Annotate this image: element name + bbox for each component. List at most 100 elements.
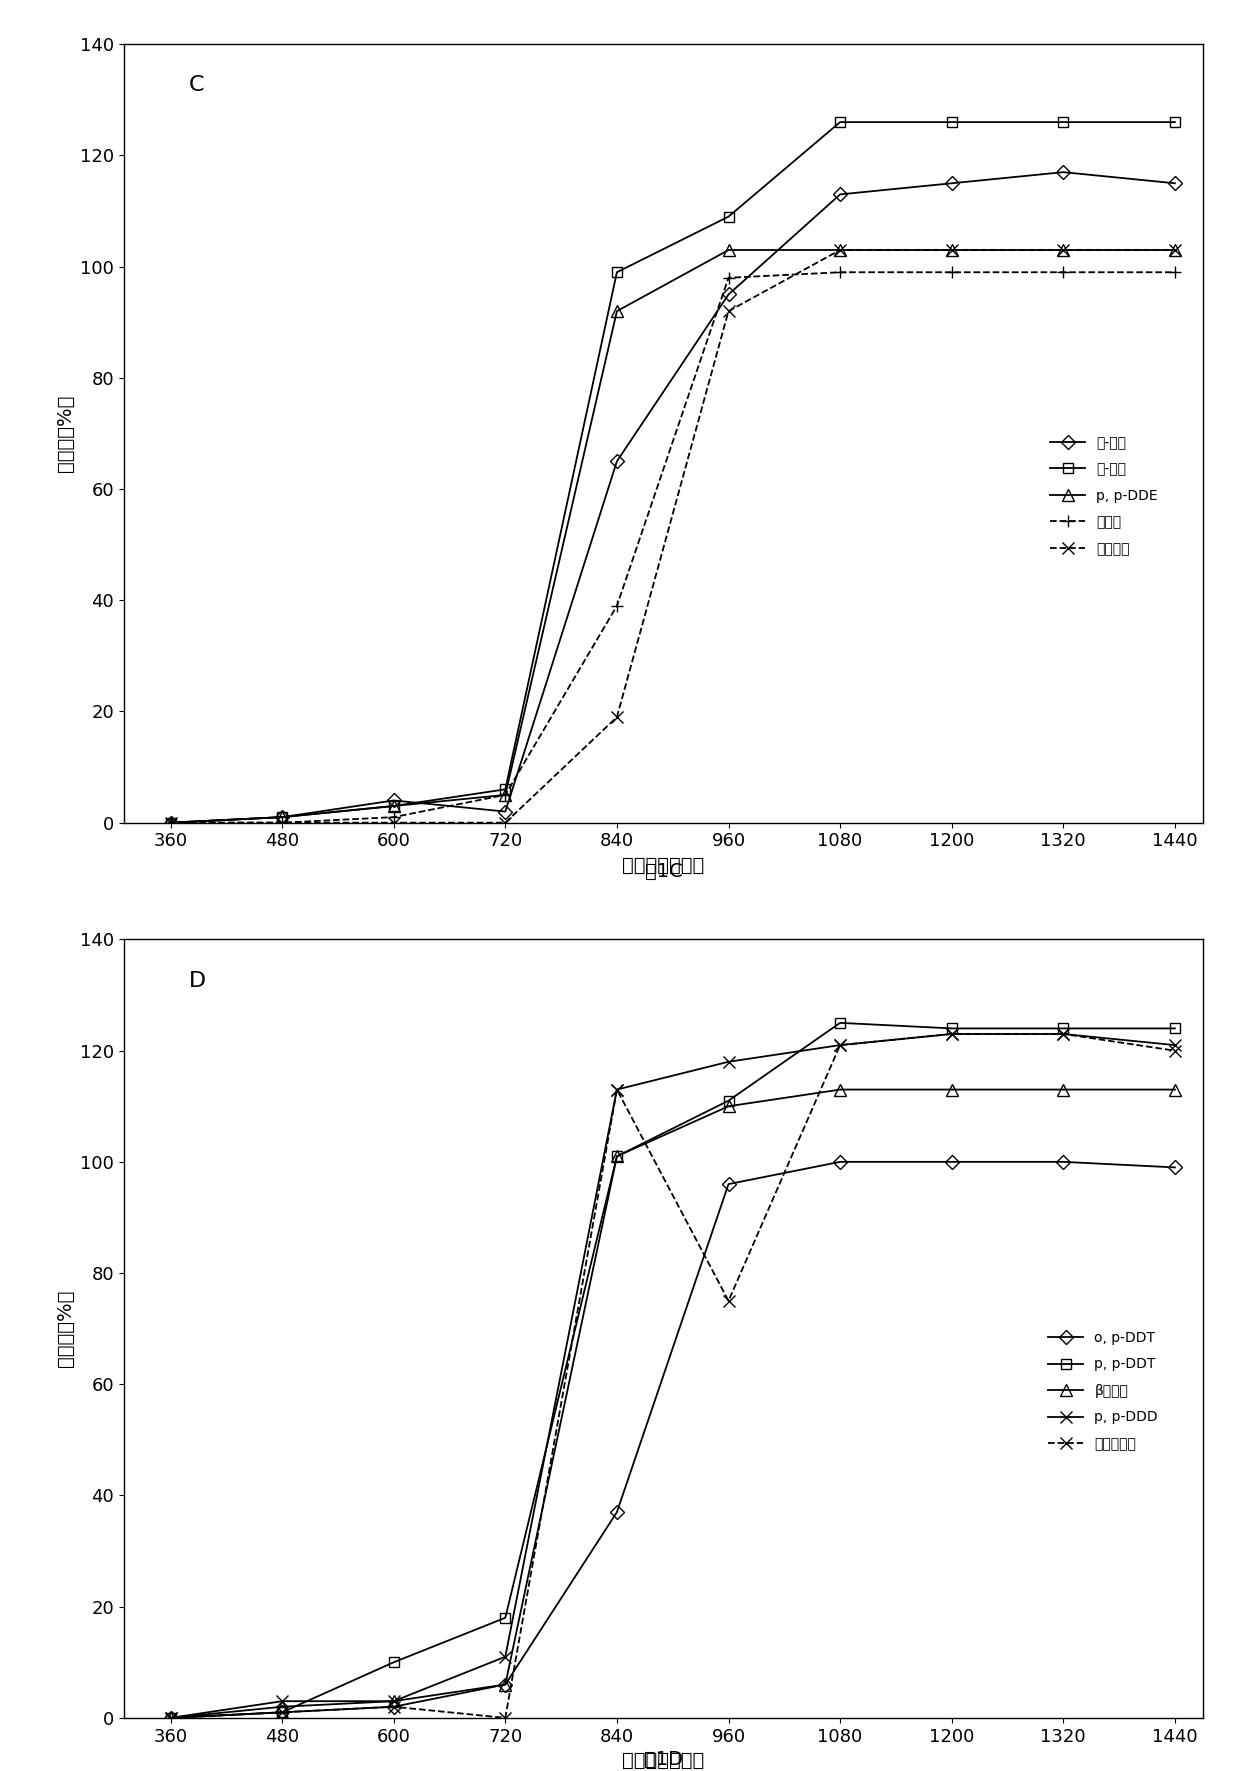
狄氏剂 (833, 262, 848, 283)
Line: o, p-DDT: o, p-DDT (166, 1156, 1179, 1723)
o, p-DDT (387, 1697, 402, 1718)
p, p-DDE (1055, 239, 1070, 260)
Legend: 反-氯丹, 顺-氯丹, p, p-DDE, 狄氏剂, 异狄氏剂: 反-氯丹, 顺-氯丹, p, p-DDE, 狄氏剂, 异狄氏剂 (1045, 430, 1163, 561)
Line: 狄氏剂: 狄氏剂 (164, 266, 1182, 829)
o, p-DDT (1167, 1156, 1182, 1178)
Line: p, p-DDT: p, p-DDT (166, 1018, 1179, 1723)
狄氏剂 (164, 813, 179, 834)
X-axis label: 淋洗时间（秒）: 淋洗时间（秒） (622, 855, 704, 875)
异狄氏剂 (833, 239, 848, 260)
p, p-DDT (1167, 1018, 1182, 1040)
狄氏剂 (387, 806, 402, 827)
p, p-DDD (497, 1645, 513, 1667)
p, p-DDD (1055, 1024, 1070, 1045)
p, p-DDD (164, 1707, 179, 1728)
X-axis label: 淋洗时间（秒）: 淋洗时间（秒） (622, 1752, 704, 1771)
o, p-DDT (275, 1702, 290, 1723)
顺-氯丹 (497, 779, 513, 800)
Line: 顺-氯丹: 顺-氯丹 (166, 117, 1179, 827)
顺-氯丹 (387, 795, 402, 816)
o, p-DDT (610, 1502, 624, 1523)
硫丹硫酸酯 (945, 1024, 960, 1045)
p, p-DDD (275, 1691, 290, 1713)
p, p-DDE (945, 239, 960, 260)
o, p-DDT (722, 1174, 737, 1195)
β－硫丹 (1055, 1079, 1070, 1100)
p, p-DDD (722, 1052, 737, 1073)
Text: C: C (188, 76, 205, 96)
硫丹硫酸酯 (275, 1702, 290, 1723)
β－硫丹 (275, 1697, 290, 1718)
狄氏剂 (945, 262, 960, 283)
p, p-DDD (387, 1691, 402, 1713)
硫丹硫酸酯 (497, 1707, 513, 1728)
p, p-DDT (497, 1606, 513, 1628)
异狄氏剂 (164, 813, 179, 834)
Legend: o, p-DDT, p, p-DDT, β－硫丹, p, p-DDD, 硫丹硫酸酯: o, p-DDT, p, p-DDT, β－硫丹, p, p-DDD, 硫丹硫酸… (1043, 1325, 1163, 1456)
p, p-DDD (1167, 1034, 1182, 1056)
狄氏剂 (275, 813, 290, 834)
硫丹硫酸酯 (722, 1291, 737, 1312)
β－硫丹 (722, 1096, 737, 1118)
p, p-DDT (275, 1702, 290, 1723)
反-氯丹 (945, 172, 960, 193)
p, p-DDE (164, 813, 179, 834)
狄氏剂 (722, 267, 737, 289)
o, p-DDT (833, 1151, 848, 1172)
Line: β－硫丹: β－硫丹 (165, 1084, 1180, 1723)
硫丹硫酸酯 (610, 1079, 624, 1100)
异狄氏剂 (722, 301, 737, 322)
o, p-DDT (497, 1674, 513, 1695)
Y-axis label: 回收率（%）: 回收率（%） (56, 395, 74, 473)
Line: p, p-DDE: p, p-DDE (165, 244, 1180, 829)
p, p-DDT (1055, 1018, 1070, 1040)
反-氯丹 (164, 813, 179, 834)
p, p-DDT (722, 1091, 737, 1112)
硫丹硫酸酯 (164, 1707, 179, 1728)
异狄氏剂 (610, 707, 624, 728)
顺-氯丹 (610, 262, 624, 283)
反-氯丹 (1055, 161, 1070, 182)
狄氏剂 (1055, 262, 1070, 283)
β－硫丹 (833, 1079, 848, 1100)
狄氏剂 (1167, 262, 1182, 283)
反-氯丹 (833, 184, 848, 205)
异狄氏剂 (945, 239, 960, 260)
p, p-DDD (833, 1034, 848, 1056)
p, p-DDT (387, 1652, 402, 1674)
β－硫丹 (387, 1691, 402, 1713)
Line: 异狄氏剂: 异狄氏剂 (165, 244, 1180, 829)
反-氯丹 (497, 800, 513, 822)
顺-氯丹 (1055, 112, 1070, 133)
p, p-DDD (610, 1079, 624, 1100)
p, p-DDE (1167, 239, 1182, 260)
β－硫丹 (610, 1146, 624, 1167)
Text: D: D (188, 971, 206, 990)
Text: 图1C: 图1C (645, 862, 682, 880)
Line: 反-氯丹: 反-氯丹 (166, 166, 1179, 827)
硫丹硫酸酯 (1167, 1040, 1182, 1061)
Text: 图1D: 图1D (644, 1750, 683, 1769)
p, p-DDT (164, 1707, 179, 1728)
顺-氯丹 (1167, 112, 1182, 133)
β－硫丹 (164, 1707, 179, 1728)
顺-氯丹 (945, 112, 960, 133)
硫丹硫酸酯 (387, 1697, 402, 1718)
顺-氯丹 (164, 813, 179, 834)
p, p-DDT (610, 1146, 624, 1167)
狄氏剂 (497, 785, 513, 806)
o, p-DDT (1055, 1151, 1070, 1172)
β－硫丹 (497, 1674, 513, 1695)
异狄氏剂 (497, 813, 513, 834)
异狄氏剂 (1055, 239, 1070, 260)
反-氯丹 (1167, 172, 1182, 193)
β－硫丹 (945, 1079, 960, 1100)
p, p-DDE (497, 785, 513, 806)
反-氯丹 (610, 450, 624, 471)
p, p-DDD (945, 1024, 960, 1045)
Y-axis label: 回收率（%）: 回收率（%） (56, 1289, 74, 1367)
p, p-DDE (275, 806, 290, 827)
顺-氯丹 (722, 205, 737, 227)
异狄氏剂 (275, 813, 290, 834)
o, p-DDT (164, 1707, 179, 1728)
